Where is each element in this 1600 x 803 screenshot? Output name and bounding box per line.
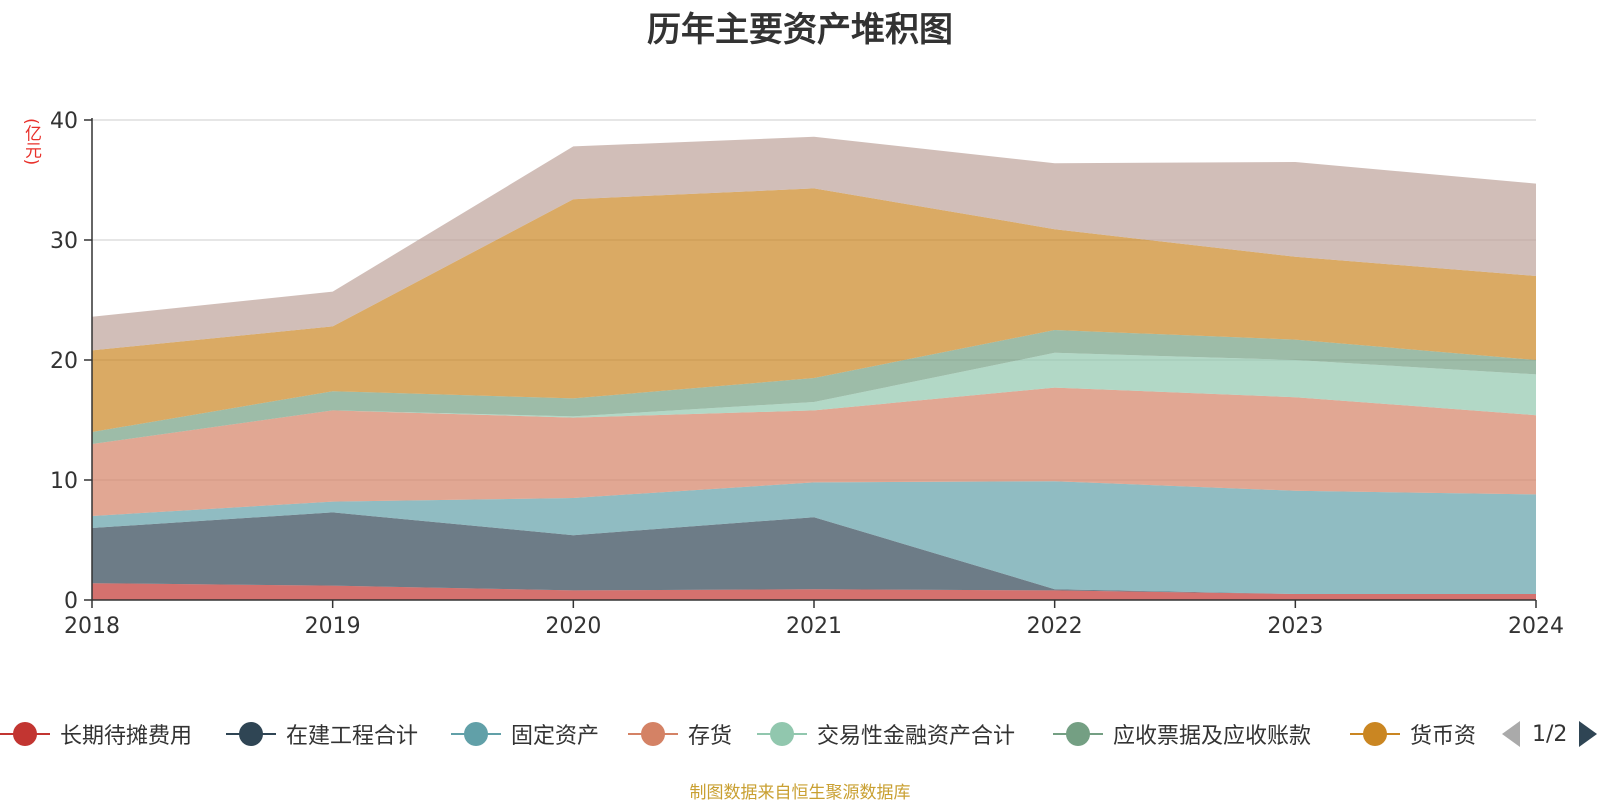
area-series-2 [92, 512, 1536, 594]
legend-item[interactable]: 存货 [628, 712, 732, 756]
legend-marker-icon [226, 721, 276, 747]
legend-label: 存货 [688, 724, 733, 749]
x-tick-label: 2024 [1508, 614, 1564, 639]
x-tick-label: 2019 [305, 614, 361, 639]
area-series-7 [92, 188, 1536, 432]
legend-label: 应收票据及应收账款 [1113, 724, 1312, 749]
legend-item[interactable]: 货币资 [1350, 712, 1476, 756]
y-axis-unit-label: (亿元) [21, 118, 41, 166]
prev-page-arrow-icon[interactable] [1502, 721, 1520, 747]
legend: 长期待摊费用 在建工程合计 固定资产 存货 交易性金融资产合计 应收票据及应收账款 货币资 … [0, 712, 1600, 756]
x-tick-label: 2023 [1267, 614, 1323, 639]
legend-marker-icon [0, 721, 50, 747]
area-series [92, 136, 1536, 600]
y-axis-ticks: 0 10 20 30 40 [50, 109, 92, 614]
legend-marker-icon [1350, 721, 1400, 747]
legend-item[interactable]: 固定资产 [451, 712, 599, 756]
legend-item[interactable]: 交易性金融资产合计 [757, 712, 1015, 756]
x-tick-label: 2022 [1027, 614, 1083, 639]
x-axis-ticks: 2018 2019 2020 2021 2022 2023 2024 [64, 600, 1564, 639]
legend-marker-icon [1053, 721, 1103, 747]
legend-label: 货币资 [1410, 724, 1477, 749]
source-note: 制图数据来自恒生聚源数据库 [689, 783, 911, 803]
legend-label: 交易性金融资产合计 [817, 724, 1016, 749]
legend-item[interactable]: 应收票据及应收账款 [1053, 712, 1311, 756]
legend-item[interactable]: 长期待摊费用 [0, 712, 192, 756]
next-page-arrow-icon[interactable] [1579, 721, 1598, 747]
x-tick-label: 2021 [786, 614, 842, 639]
legend-label: 在建工程合计 [286, 724, 419, 749]
area-series-5 [92, 352, 1536, 444]
x-tick-label: 2018 [64, 614, 120, 639]
legend-label: 固定资产 [511, 724, 600, 749]
area-series-4 [92, 387, 1536, 516]
area-series-1 [92, 583, 1536, 600]
y-tick-label: 20 [50, 349, 78, 374]
legend-marker-icon [628, 721, 678, 747]
legend-marker-icon [757, 721, 807, 747]
area-series-8 [92, 136, 1536, 351]
y-tick-label: 10 [50, 469, 78, 494]
y-tick-label: 40 [50, 109, 78, 134]
stacked-area-chart: 0 10 20 30 40 2018 2019 2020 2021 2022 2023 2024 [50, 109, 1564, 639]
legend-marker-icon [451, 721, 501, 747]
legend-pager: 1/2 [1502, 712, 1598, 756]
y-tick-label: 30 [50, 229, 78, 254]
area-series-3 [92, 481, 1536, 594]
chart-title: 历年主要资产堆积图 [647, 10, 953, 50]
legend-page-indicator: 1/2 [1532, 721, 1568, 747]
legend-item[interactable]: 在建工程合计 [226, 712, 418, 756]
legend-label: 长期待摊费用 [60, 724, 193, 749]
y-tick-label: 0 [64, 589, 78, 614]
x-tick-label: 2020 [545, 614, 601, 639]
area-series-6 [92, 330, 1536, 444]
